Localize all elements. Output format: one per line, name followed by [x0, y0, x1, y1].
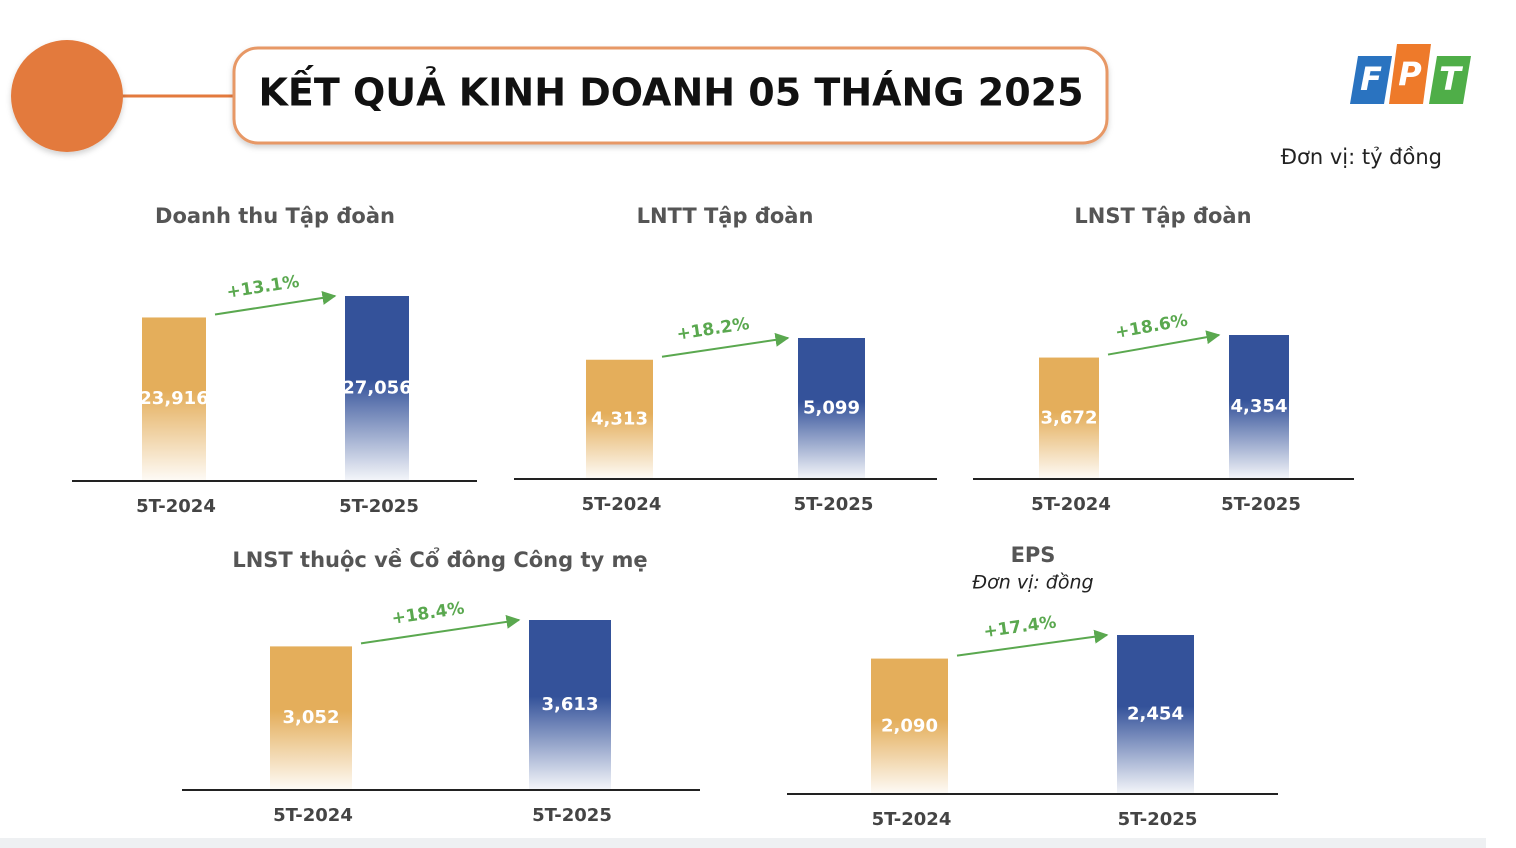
growth-arrow [661, 332, 790, 358]
logo-letter: P [1398, 55, 1422, 93]
chart-title: LNST Tập đoàn [1074, 204, 1251, 228]
value-label: 2,454 [1127, 704, 1184, 725]
value-label: 27,056 [342, 378, 411, 399]
bar [142, 317, 206, 481]
bar [1039, 357, 1099, 479]
chart-title: LNTT Tập đoàn [637, 204, 814, 228]
x-tick-label: 5T-2025 [1118, 809, 1198, 830]
footer-strip [0, 838, 1486, 848]
bar [345, 296, 409, 481]
bar [1117, 635, 1194, 794]
chart-title: Doanh thu Tập đoàn [155, 204, 395, 228]
logo-letter: T [1439, 60, 1463, 98]
bar [586, 359, 653, 479]
x-tick-label: 5T-2025 [339, 496, 419, 517]
value-label: 4,354 [1231, 396, 1288, 417]
growth-arrow [360, 614, 521, 645]
chart-title: EPS [1011, 543, 1056, 567]
growth-arrow [1107, 330, 1221, 356]
logo: F P T [1350, 44, 1471, 104]
growth-arrow [956, 629, 1109, 657]
growth-arrow [214, 290, 337, 316]
value-label: 3,052 [283, 707, 340, 728]
growth-label: +17.4% [982, 612, 1057, 642]
header-circle [11, 40, 123, 152]
growth-label: +18.4% [390, 598, 465, 629]
x-tick-label: 5T-2024 [273, 805, 353, 826]
bar [529, 620, 611, 790]
bar [270, 646, 352, 790]
x-tick-label: 5T-2025 [532, 805, 612, 826]
header-box [232, 46, 1109, 145]
unit-label: Đơn vị: tỷ đồng [1281, 145, 1442, 169]
page-title: KẾT QUẢ KINH DOANH 05 THÁNG 2025 [258, 66, 1083, 115]
chart-subtitle: Đơn vị: đồng [972, 572, 1093, 594]
x-tick-label: 5T-2024 [1031, 494, 1111, 515]
x-tick-label: 5T-2024 [582, 494, 662, 515]
value-label: 23,916 [139, 388, 208, 409]
value-label: 3,672 [1041, 407, 1098, 428]
value-label: 5,099 [803, 398, 860, 419]
x-tick-label: 5T-2024 [136, 496, 216, 517]
growth-label: +18.6% [1114, 311, 1190, 343]
bar [1229, 335, 1289, 479]
logo-tile [1429, 56, 1471, 104]
value-label: 4,313 [591, 408, 648, 429]
x-tick-label: 5T-2025 [1221, 494, 1301, 515]
x-tick-label: 5T-2025 [794, 494, 874, 515]
growth-label: +13.1% [225, 272, 300, 303]
value-label: 3,613 [542, 694, 599, 715]
logo-tile [1389, 44, 1431, 104]
chart-title: LNST thuộc về Cổ đông Công ty mẹ [232, 547, 647, 572]
growth-label: +18.2% [675, 314, 750, 345]
bar [871, 658, 948, 794]
logo-letter: F [1360, 60, 1382, 98]
bar [798, 338, 865, 479]
value-label: 2,090 [881, 715, 938, 736]
logo-tile [1350, 56, 1392, 104]
x-tick-label: 5T-2024 [872, 809, 952, 830]
